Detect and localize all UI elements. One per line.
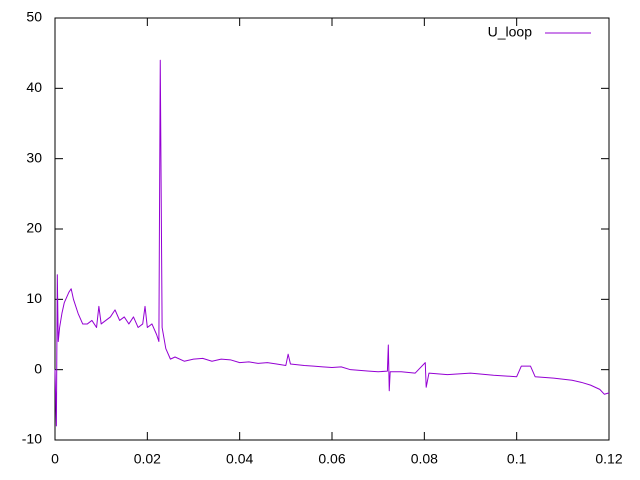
y-tick-label: 0 <box>34 360 42 376</box>
y-tick-label: -10 <box>22 431 42 447</box>
x-tick-label: 0.04 <box>226 451 253 467</box>
x-tick-label: 0 <box>51 451 59 467</box>
x-tick-label: 0.12 <box>595 451 622 467</box>
plot-border <box>54 17 610 441</box>
x-tick-label: 0.08 <box>411 451 438 467</box>
x-tick-label: 0.06 <box>318 451 345 467</box>
y-tick-label: 30 <box>26 149 42 165</box>
x-tick-label: 0.1 <box>507 451 527 467</box>
x-tick-label: 0.02 <box>134 451 161 467</box>
y-tick-label: 40 <box>26 79 42 95</box>
data-line <box>54 59 610 427</box>
y-tick-label: 20 <box>26 220 42 236</box>
legend-label: U_loop <box>488 24 533 40</box>
y-tick-label: 10 <box>26 290 42 306</box>
y-tick-label: 50 <box>26 9 42 25</box>
